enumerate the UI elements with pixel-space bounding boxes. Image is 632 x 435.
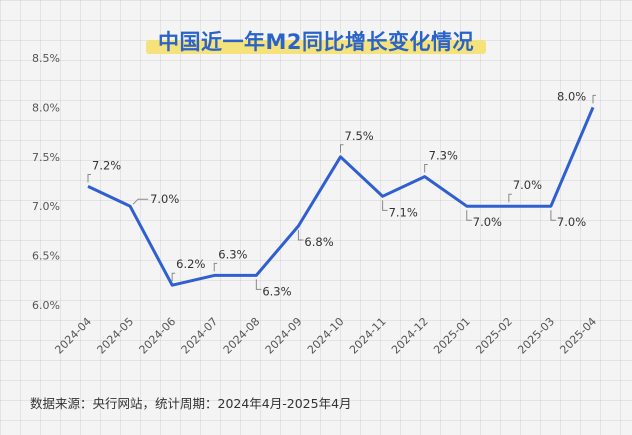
chart-title: 中国近一年M2同比增长变化情况 <box>145 26 486 56</box>
data-labels: 7.2% 7.0% 6.2% 6.3% 6.3% 6.8% 7.5% 7.1% 7.3% 7.0%… <box>92 89 586 298</box>
title-highlight <box>145 40 486 54</box>
chart-title-text: 中国近一年M2同比增长变化情况 <box>157 30 474 54</box>
data-label: 6.8% <box>304 235 333 249</box>
label-leaders <box>87 94 596 290</box>
y-tick-label: 6.0% <box>32 299 60 312</box>
x-tick-label: 2025-01 <box>431 315 473 357</box>
x-tick-label: 2024-05 <box>95 315 137 357</box>
data-label: 6.3% <box>262 284 291 298</box>
x-tick-label: 2024-04 <box>52 315 94 357</box>
label-leader <box>255 279 262 290</box>
source-note: 数据来源：央行网站，统计周期：2024年4月-2025年4月 <box>30 396 352 411</box>
y-tick-label: 6.5% <box>32 250 60 263</box>
label-leader <box>297 229 304 241</box>
data-label: 7.0% <box>473 215 502 229</box>
y-axis-ticks: 6.0% 6.5% 7.0% 7.5% 8.0% 8.5% <box>32 52 60 312</box>
y-tick-label: 8.5% <box>32 52 60 65</box>
label-leader <box>508 193 512 203</box>
data-label: 7.2% <box>92 158 121 172</box>
y-tick-label: 8.0% <box>32 101 60 114</box>
label-leader <box>466 210 472 221</box>
data-label: 7.3% <box>429 149 458 163</box>
x-tick-label: 2024-10 <box>305 315 347 357</box>
series-line <box>87 106 595 287</box>
label-leader <box>424 164 428 173</box>
label-leader <box>132 198 149 205</box>
x-tick-label: 2025-02 <box>473 315 515 357</box>
label-leader <box>550 210 556 221</box>
data-label: 6.2% <box>176 257 205 271</box>
x-tick-label: 2024-07 <box>179 315 221 357</box>
x-tick-label: 2024-06 <box>137 315 179 357</box>
x-tick-label: 2024-11 <box>347 315 389 357</box>
title-container: 中国近一年M2同比增长变化情况 <box>0 26 632 56</box>
label-leader <box>382 200 388 211</box>
data-label: 7.0% <box>557 215 586 229</box>
label-leader <box>592 94 596 104</box>
y-tick-label: 7.5% <box>32 151 60 164</box>
label-leader <box>340 144 344 153</box>
label-leader <box>171 272 176 282</box>
x-tick-label: 2024-08 <box>221 315 263 357</box>
x-tick-label: 2024-09 <box>263 315 305 357</box>
x-tick-label: 2024-12 <box>389 315 431 357</box>
y-tick-label: 7.0% <box>32 200 60 213</box>
data-label: 7.0% <box>513 178 542 192</box>
data-label: 6.3% <box>218 247 247 261</box>
label-leader <box>87 173 91 183</box>
data-label: 7.1% <box>389 205 418 219</box>
label-leader <box>213 262 218 272</box>
x-tick-label: 2025-04 <box>557 315 599 357</box>
x-axis-ticks: 2024-04 2024-05 2024-06 2024-07 2024-08 2024-… <box>52 315 599 357</box>
x-tick-label: 2025-03 <box>515 315 557 357</box>
data-label: 7.0% <box>150 192 179 206</box>
data-label: 8.0% <box>557 89 586 103</box>
data-label: 7.5% <box>345 129 374 143</box>
